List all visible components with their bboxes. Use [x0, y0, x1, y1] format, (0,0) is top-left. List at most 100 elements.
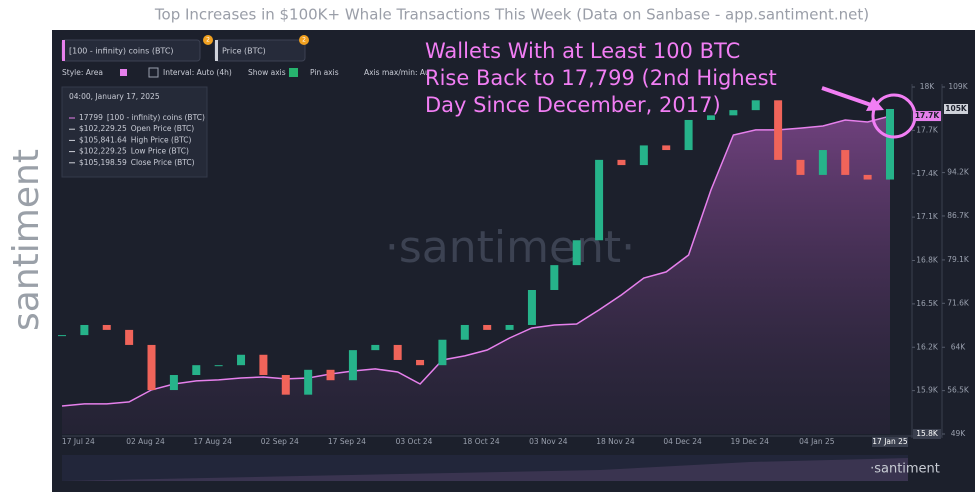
candle — [169, 375, 178, 391]
tooltip-value: $105,841.64 — [79, 135, 127, 144]
candle — [438, 339, 447, 366]
legend-swatch — [62, 40, 65, 61]
annotation: Rise Back to 17,799 (2nd Highest — [425, 66, 777, 90]
candle — [729, 110, 738, 116]
y2-tick-label: 94.2K — [947, 168, 970, 177]
candle — [662, 145, 671, 151]
x-tick-label: 17 Aug 24 — [193, 437, 232, 446]
x-tick-label: 04 Dec 24 — [663, 437, 702, 446]
candle — [572, 240, 581, 266]
annotation: Day Since December, 2017) — [425, 93, 721, 117]
checkbox[interactable] — [289, 68, 298, 77]
candle — [751, 100, 760, 111]
x-tick-label: 19 Dec 24 — [731, 437, 770, 446]
y2-tick-label: 49K — [951, 429, 967, 438]
candle — [393, 344, 402, 360]
tooltip-label: [100 - infinity) coins (BTC) — [107, 113, 205, 122]
interval-control[interactable]: Interval: Auto (4h) — [163, 68, 232, 77]
legend-entry: Price (BTC) — [222, 47, 266, 56]
candle — [886, 108, 894, 180]
x-tick-label: 03 Oct 24 — [396, 437, 433, 446]
y2-tick-label: 56.5K — [947, 386, 970, 395]
y2-tick-label: 79.1K — [947, 255, 970, 264]
last-value-box — [944, 103, 968, 114]
candle — [617, 159, 626, 166]
arrow — [821, 86, 875, 108]
tooltip-value: $102,229.25 — [79, 124, 127, 133]
candle — [147, 344, 156, 391]
side-watermark: santiment — [6, 149, 47, 331]
legend-entry: [100 - infinity) coins (BTC) — [69, 47, 174, 56]
tooltip — [61, 86, 208, 178]
x-tick-label: 17 Sep 24 — [328, 437, 366, 446]
candle — [841, 150, 850, 175]
badge-text: 2 — [302, 37, 306, 44]
candle — [348, 350, 357, 381]
y2-tick-label: 109K — [948, 82, 968, 91]
candle — [214, 365, 223, 367]
y-tick-label: 17.7K — [916, 125, 939, 134]
badge-text: 2 — [206, 37, 210, 44]
chart-title: Top Increases in $100K+ Whale Transactio… — [154, 6, 869, 24]
x-tick-label: 17 Jul 24 — [62, 437, 95, 446]
candle — [58, 335, 66, 337]
x-tick-label: 03 Nov 24 — [529, 437, 568, 446]
candle — [684, 119, 693, 151]
legend-swatch — [215, 40, 218, 61]
candle — [416, 359, 425, 366]
x-tick-label: 04 Jan 25 — [799, 437, 835, 446]
y-tick-label: 18K — [920, 82, 936, 91]
candle — [371, 344, 380, 351]
y-tick-label: 15.9K — [916, 386, 939, 395]
candle — [796, 159, 805, 175]
corner-watermark: ·santiment — [870, 462, 940, 477]
candle — [550, 265, 559, 290]
tooltip-rows: 17799 [100 - infinity) coins (BTC) $102,22… — [69, 113, 205, 167]
y2-tick-label: 71.6K — [947, 298, 970, 307]
show-axis[interactable]: Show axis — [248, 68, 286, 77]
tooltip-time: 04:00, January 17, 2025 — [69, 92, 160, 101]
x-tick-label: 02 Aug 24 — [126, 437, 165, 446]
candle — [527, 289, 536, 325]
last-value-box — [913, 111, 941, 122]
y2-tick-label: 86.7K — [947, 211, 970, 220]
y-tick-label: 17.1K — [916, 212, 939, 221]
color-swatch[interactable] — [120, 69, 127, 76]
pin-axis[interactable]: Pin axis — [310, 68, 339, 77]
candle — [639, 145, 648, 166]
tooltip-label: Close Price (BTC) — [131, 158, 195, 167]
candle — [259, 354, 268, 376]
last-value-label: 105K — [945, 104, 968, 113]
candle — [237, 354, 246, 366]
annotation: Wallets With at Least 100 BTC — [425, 39, 740, 63]
candle — [125, 329, 134, 345]
navigator-area — [62, 458, 908, 481]
tooltip-value: $102,229.25 — [79, 147, 127, 156]
y-tick-label: 17.4K — [916, 169, 939, 178]
center-watermark: ·santiment· — [385, 222, 635, 273]
candle — [595, 159, 604, 241]
y2-tick-label: 64K — [951, 342, 967, 351]
y-tick-label: 16.8K — [916, 256, 939, 265]
y-tick-label: 16.2K — [916, 342, 939, 351]
area-line — [61, 115, 891, 407]
candle — [460, 324, 469, 340]
calendar-icon — [148, 67, 159, 78]
axis-min-box — [913, 429, 941, 439]
candle — [80, 324, 89, 336]
plot — [58, 100, 894, 434]
candle — [326, 369, 335, 381]
tooltip-label: Low Price (BTC) — [131, 147, 189, 156]
candle — [706, 115, 715, 120]
badge — [203, 35, 213, 45]
axis-maxmin[interactable]: Axis max/min: Au — [364, 68, 430, 77]
x-tick-label: 18 Oct 24 — [463, 437, 500, 446]
candle — [102, 324, 111, 330]
style-control[interactable]: Style: Area — [62, 68, 103, 77]
y-tick-label: 16.5K — [916, 299, 939, 308]
x-tick-label: 02 Sep 24 — [261, 437, 299, 446]
x-tick-label: 18 Nov 24 — [596, 437, 635, 446]
area-fill — [62, 116, 890, 434]
